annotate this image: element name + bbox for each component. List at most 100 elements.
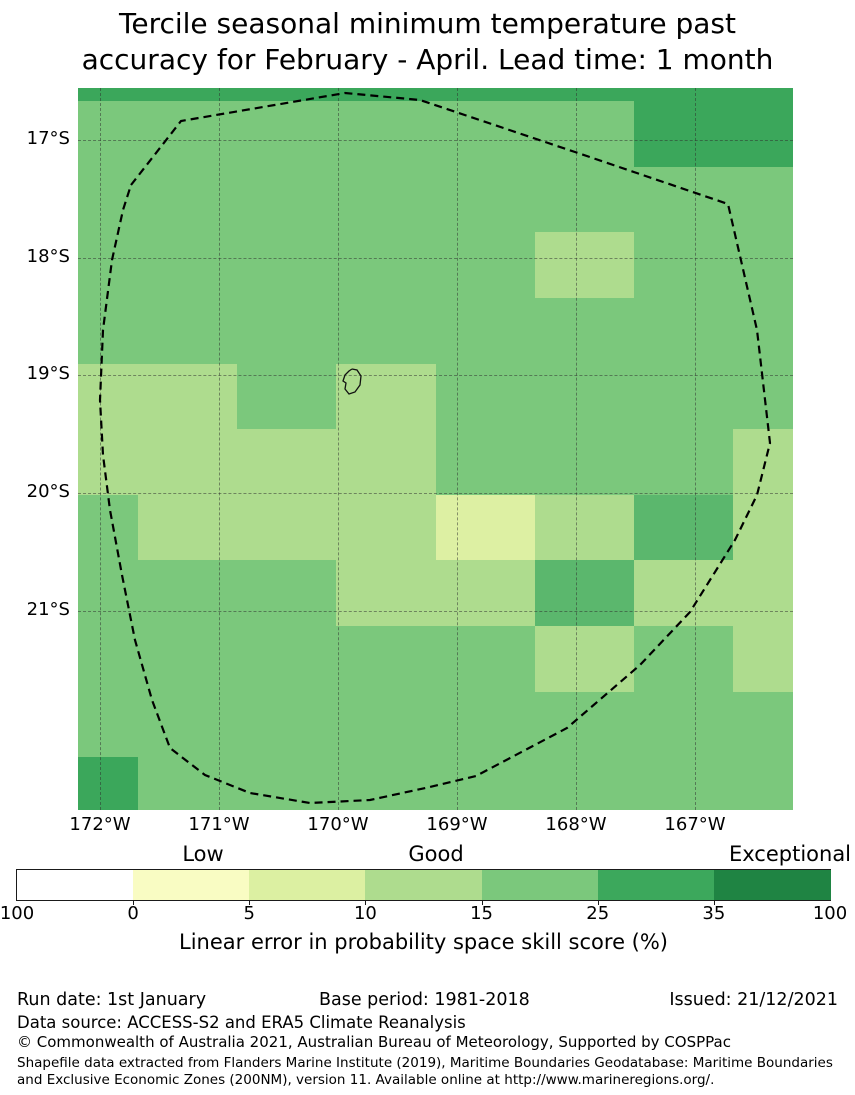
map-cell	[436, 166, 536, 233]
lon-tick-label: 171°W	[188, 814, 250, 835]
map-cell	[733, 166, 793, 233]
colorbar-axis-label: Linear error in probability space skill …	[179, 930, 668, 954]
map-cell	[237, 363, 337, 430]
map-cell	[436, 298, 536, 364]
map-cell	[336, 166, 437, 233]
colorbar-segment	[481, 870, 599, 900]
map-cell	[733, 232, 793, 299]
lat-tick-label: 19°S	[26, 363, 70, 384]
map-cell	[138, 626, 238, 692]
map-cell	[237, 757, 337, 810]
map-cell	[237, 298, 337, 364]
map-cell	[436, 560, 536, 627]
colorbar-tickmark	[597, 901, 599, 905]
map-cell	[336, 101, 437, 167]
colorbar-tick-label: 100	[0, 903, 35, 924]
map-cell	[78, 429, 139, 496]
map-cell	[634, 88, 734, 102]
map-cell	[535, 560, 635, 627]
colorbar-segment	[249, 870, 367, 900]
map-cell	[634, 560, 734, 627]
map-cell	[733, 691, 793, 758]
map-cell	[634, 626, 734, 692]
graticule-parallel	[78, 611, 793, 612]
map-cell	[336, 232, 437, 299]
colorbar-tickmark	[249, 901, 251, 905]
map-cell	[733, 88, 793, 102]
map-cell	[436, 429, 536, 496]
colorbar-tick-label: 25	[586, 903, 610, 924]
graticule-parallel	[78, 257, 793, 259]
lon-tick-label: 170°W	[307, 814, 369, 835]
map-cell	[78, 495, 139, 561]
data-source-text: Data source: ACCESS-S2 and ERA5 Climate …	[17, 1013, 466, 1032]
map-cell	[138, 560, 238, 627]
graticule-parallel	[78, 493, 793, 494]
colorbar-tickmark	[481, 901, 483, 905]
map-cell	[336, 363, 437, 430]
map-cell	[733, 560, 793, 627]
map-overlay	[98, 91, 772, 805]
map-cell	[634, 298, 734, 364]
map-cell	[336, 495, 437, 561]
map-cell	[634, 363, 734, 430]
lat-tick-label: 21°S	[26, 599, 70, 620]
map-cell	[535, 495, 635, 561]
map-cell	[733, 429, 793, 496]
colorbar-range-word: Low	[182, 842, 224, 866]
map-cell	[535, 88, 635, 102]
map-cell	[237, 560, 337, 627]
map-cell	[634, 232, 734, 299]
run-date-text: Run date: 1st January	[17, 990, 207, 1010]
map-cell	[138, 166, 238, 233]
lat-tick-label: 18°S	[26, 245, 70, 267]
niue-island-outline	[342, 368, 362, 395]
map-cell	[78, 363, 139, 430]
graticule-meridian	[100, 88, 101, 810]
map-cell	[138, 88, 238, 102]
map-cell	[237, 626, 337, 692]
colorbar-segment	[597, 870, 715, 900]
map-cell	[138, 691, 238, 758]
map-cell	[634, 691, 734, 758]
map-cell	[336, 626, 437, 692]
map-cell	[138, 298, 238, 364]
colorbar-segment	[713, 870, 831, 900]
colorbar-range-word: Good	[408, 842, 464, 866]
map-cell	[733, 757, 793, 810]
colorbar-tick-label: 10	[353, 903, 377, 924]
map-cell	[733, 495, 793, 561]
lon-tick-label: 172°W	[69, 814, 131, 835]
map-cell	[138, 429, 238, 496]
map-cell	[78, 691, 139, 758]
map-cell	[733, 626, 793, 692]
map-cell	[78, 166, 139, 233]
graticule-parallel	[78, 140, 793, 141]
shapefile-note-text: Shapefile data extracted from Flanders M…	[17, 1055, 833, 1088]
map-cell	[535, 691, 635, 758]
chart-title-line1: Tercile seasonal minimum temperature pas…	[119, 7, 736, 40]
map-cell	[138, 101, 238, 167]
map-cell	[535, 363, 635, 430]
map-cell	[237, 495, 337, 561]
map-cell	[535, 429, 635, 496]
colorbar-tickmark	[713, 901, 715, 905]
map-cell	[78, 560, 139, 627]
map-panel	[78, 88, 793, 810]
copyright-text: © Commonwealth of Australia 2021, Austra…	[17, 1033, 731, 1051]
map-cell	[436, 495, 536, 561]
map-cell	[78, 232, 139, 299]
map-cell	[237, 232, 337, 299]
colorbar-tickmark	[365, 901, 367, 905]
graticule-meridian	[338, 88, 339, 810]
map-cell	[336, 298, 437, 364]
lon-tick-label: 169°W	[426, 814, 488, 835]
map-cell	[535, 626, 635, 692]
graticule-parallel	[78, 375, 793, 376]
map-cell	[436, 232, 536, 299]
graticule-meridian	[219, 88, 220, 810]
colorbar-range-word: Exceptional	[728, 842, 852, 866]
eez-boundary-line	[98, 91, 772, 805]
map-cell	[634, 101, 734, 167]
